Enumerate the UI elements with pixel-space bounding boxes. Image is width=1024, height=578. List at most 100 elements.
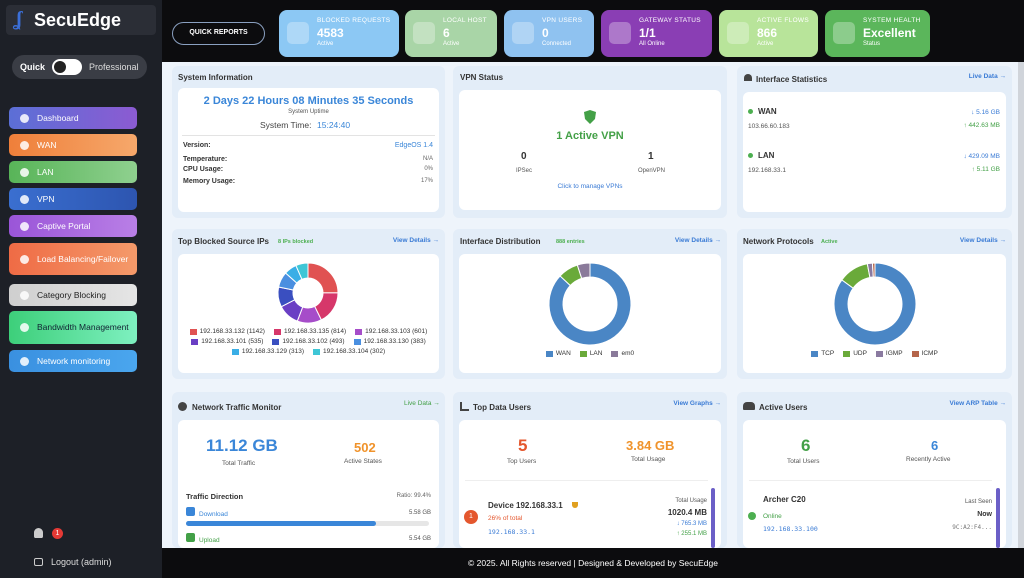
nav-item[interactable]: Network monitoring	[9, 350, 137, 372]
nav-item[interactable]: Dashboard	[9, 107, 137, 129]
donut-slice	[576, 262, 591, 279]
info-key: Version:	[183, 142, 211, 149]
legend-swatch	[273, 328, 281, 335]
total-usage-label: Total Usage	[631, 456, 666, 463]
scrollbar[interactable]	[1018, 62, 1024, 548]
interface-dist-panel: Interface Distribution 888 entries View …	[453, 229, 727, 379]
device-usage-label: Total Usage	[675, 498, 707, 504]
mode-toggle[interactable]: Quick Professional	[12, 55, 147, 79]
panel-icon	[744, 74, 752, 81]
legend-label: 192.168.33.129 (313)	[241, 348, 304, 355]
donut-chart	[277, 262, 339, 324]
legend-swatch	[189, 328, 197, 335]
card-value: 866	[757, 26, 778, 40]
legend-label: ICMP	[921, 350, 938, 357]
report-card[interactable]: GATEWAY STATUS 1/1 All Online	[601, 10, 712, 57]
panel-link[interactable]: View Details →	[959, 237, 1006, 244]
user-row[interactable]	[465, 480, 708, 549]
top-users-label: Top Users	[507, 458, 537, 465]
scrollbar[interactable]	[711, 488, 715, 548]
nav-item[interactable]: Captive Portal	[9, 215, 137, 237]
card-icon	[413, 22, 435, 44]
card-value: 6	[443, 26, 450, 40]
legend-swatch	[272, 338, 280, 345]
toggle-switch[interactable]	[52, 59, 82, 75]
interface-up: ↑ 5.11 GB	[971, 166, 1000, 173]
legend-swatch	[353, 338, 361, 345]
logout[interactable]: Logout (admin)	[51, 557, 112, 567]
nav-item[interactable]: Bandwidth Management	[9, 311, 137, 344]
total-users-label: Total Users	[787, 458, 820, 465]
panel-link[interactable]: View ARP Table →	[949, 400, 1006, 407]
user-row[interactable]	[749, 480, 992, 549]
nav-item[interactable]: Load Balancing/Failover	[9, 243, 137, 275]
logo-text: SecuEdge	[34, 10, 122, 30]
rank-badge: 1	[464, 510, 478, 524]
card-icon	[287, 22, 309, 44]
panel-body: WAN 103.66.60.183 ↓ 5.16 GB ↑ 442.63 MB …	[743, 92, 1006, 212]
panel-link[interactable]: View Details →	[392, 237, 439, 244]
total-users: 6	[801, 436, 811, 455]
nav-item[interactable]: VPN	[9, 188, 137, 210]
legend: WAN LAN em0	[459, 350, 721, 357]
nav-item[interactable]: LAN	[9, 161, 137, 183]
legend-item: 192.168.33.135 (814)	[273, 328, 346, 335]
donut-slice	[307, 262, 339, 294]
card-label: GATEWAY STATUS	[639, 17, 701, 24]
topbar: QUICK REPORTS BLOCKED REQUESTS 4583 Active…	[162, 0, 1024, 62]
panel-title: Active Users	[759, 403, 808, 412]
legend-item: 192.168.33.101 (535)	[191, 338, 263, 345]
last-seen-label: Last Seen	[964, 499, 992, 505]
vpn-link[interactable]: Click to manage VPNs	[557, 183, 623, 190]
panel-icon	[460, 402, 469, 411]
panel-link[interactable]: Live Data →	[404, 400, 440, 407]
scrollbar[interactable]	[996, 488, 1000, 548]
interface-name: LAN	[758, 151, 775, 160]
quick-reports[interactable]: QUICK REPORTS	[172, 22, 265, 45]
legend-item: ICMP	[911, 350, 938, 357]
panel-badge: 888 entries	[556, 239, 585, 245]
report-card[interactable]: ACTIVE FLOWS 866 Active	[719, 10, 818, 57]
card-value: 4583	[317, 26, 344, 40]
nav-item[interactable]: Category Blocking	[9, 284, 137, 306]
donut-slice	[548, 262, 632, 346]
legend-label: 192.168.33.104 (302)	[323, 348, 386, 355]
status-dot	[748, 109, 753, 114]
interface-up: ↑ 442.63 MB	[963, 122, 1001, 129]
legend-item: IGMP	[875, 350, 903, 357]
legend-label: WAN	[555, 350, 571, 357]
uptime-label: System Uptime	[288, 109, 329, 115]
panel-link[interactable]: View Details →	[674, 237, 721, 244]
legend-label: 192.168.33.130 (383)	[363, 338, 426, 345]
card-label: ACTIVE FLOWS	[757, 17, 809, 24]
mode-quick: Quick	[20, 62, 46, 72]
status-dot	[748, 512, 756, 520]
logo-box[interactable]: ʆ SecuEdge	[6, 5, 156, 35]
panel-body: 1 Active VPN 0 IPSec 1 OpenVPN Click to …	[459, 90, 721, 210]
vpn-count: 1	[648, 151, 654, 162]
legend-swatch	[545, 350, 553, 357]
nav-item[interactable]: WAN	[9, 134, 137, 156]
info-key: Memory Usage:	[183, 178, 236, 185]
report-card[interactable]: BLOCKED REQUESTS 4583 Active	[279, 10, 399, 57]
info-key: CPU Usage:	[183, 166, 224, 173]
device-name: Device 192.168.33.1	[488, 501, 563, 510]
panel-link[interactable]: Live Data →	[968, 73, 1006, 80]
legend-swatch	[811, 350, 819, 357]
card-value: Excellent	[863, 26, 916, 40]
report-card[interactable]: SYSTEM HEALTH Excellent Status	[825, 10, 930, 57]
donut-slice	[833, 262, 917, 346]
report-card[interactable]: VPN USERS 0 Connected	[504, 10, 594, 57]
legend-swatch	[875, 350, 883, 357]
legend-item: em0	[611, 350, 634, 357]
report-card[interactable]: LOCAL HOST 6 Active	[405, 10, 497, 57]
status-dot	[748, 153, 753, 158]
vpn-headline: 1 Active VPN	[556, 130, 624, 142]
vpn-type: OpenVPN	[638, 168, 666, 174]
bell-icon[interactable]	[34, 528, 43, 538]
legend-label: 192.168.33.132 (1142)	[199, 328, 265, 335]
device-down: ↓ 765.3 MB	[676, 521, 707, 527]
panel-body: 6 Total Users 6 Recently Active Archer C…	[743, 420, 1006, 548]
panel-link[interactable]: View Graphs →	[673, 400, 721, 407]
